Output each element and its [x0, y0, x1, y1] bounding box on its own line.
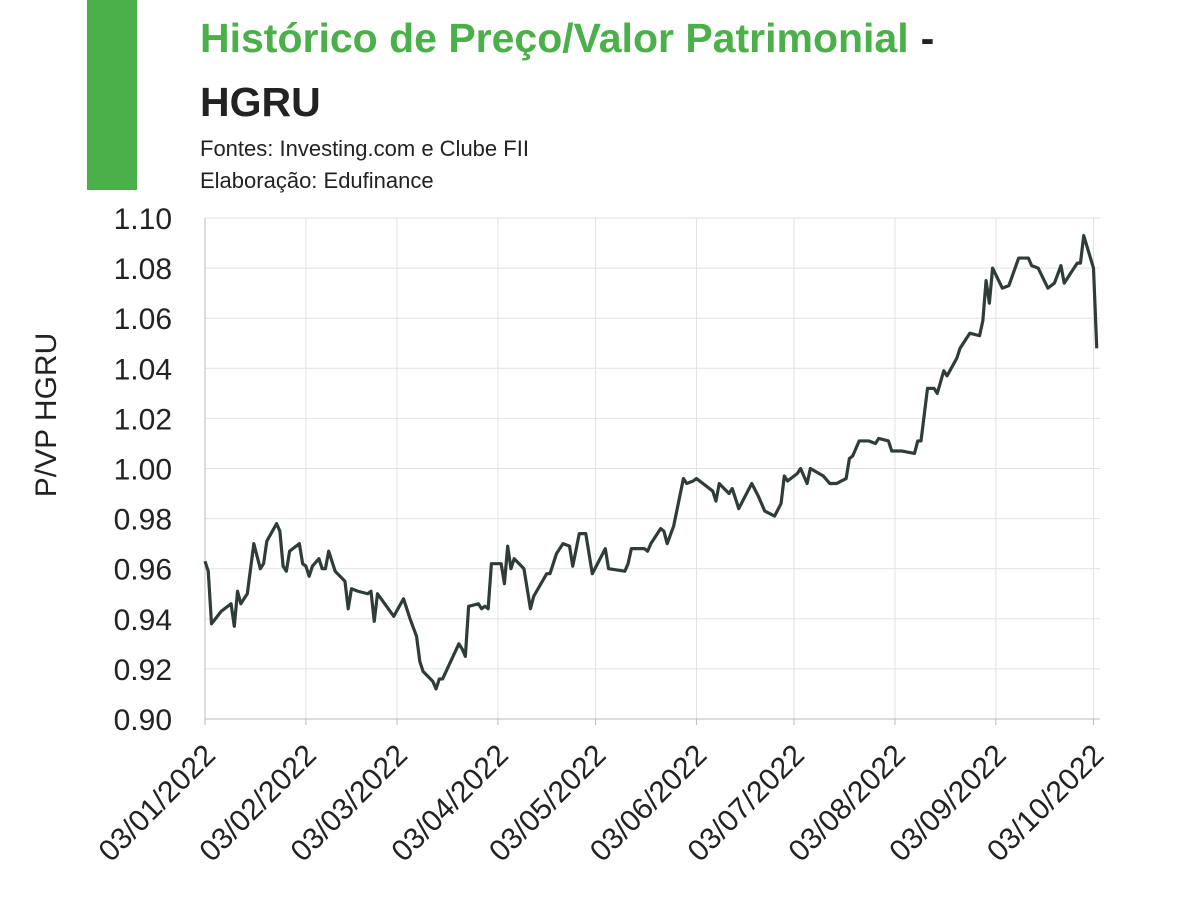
- y-tick-label: 0.96: [114, 554, 172, 587]
- accent-bar: [87, 0, 137, 190]
- title-main: Histórico de Preço/Valor Patrimonial: [200, 15, 909, 61]
- y-axis-label: P/VP HGRU: [30, 333, 63, 498]
- y-tick-label: 1.04: [114, 353, 172, 386]
- title-ticker: HGRU: [200, 79, 321, 125]
- y-tick-label: 0.98: [114, 504, 172, 537]
- title-dash: -: [921, 15, 935, 61]
- y-tick-label: 0.94: [114, 604, 172, 637]
- y-tick-label: 0.92: [114, 654, 172, 687]
- y-tick-label: 1.06: [114, 303, 172, 336]
- y-tick-label: 1.08: [114, 253, 172, 286]
- chart-title: Histórico de Preço/Valor Patrimonial -: [200, 15, 934, 61]
- y-tick-label: 1.00: [114, 454, 172, 487]
- data-line: [203, 233, 1099, 691]
- subtitle: Fontes: Investing.com e Clube FII: [200, 136, 529, 161]
- y-tick-label: 0.90: [114, 704, 172, 737]
- subtitle: Elaboração: Edufinance: [200, 168, 434, 193]
- y-tick-label: 1.02: [114, 403, 172, 436]
- y-tick-label: 1.10: [114, 203, 172, 236]
